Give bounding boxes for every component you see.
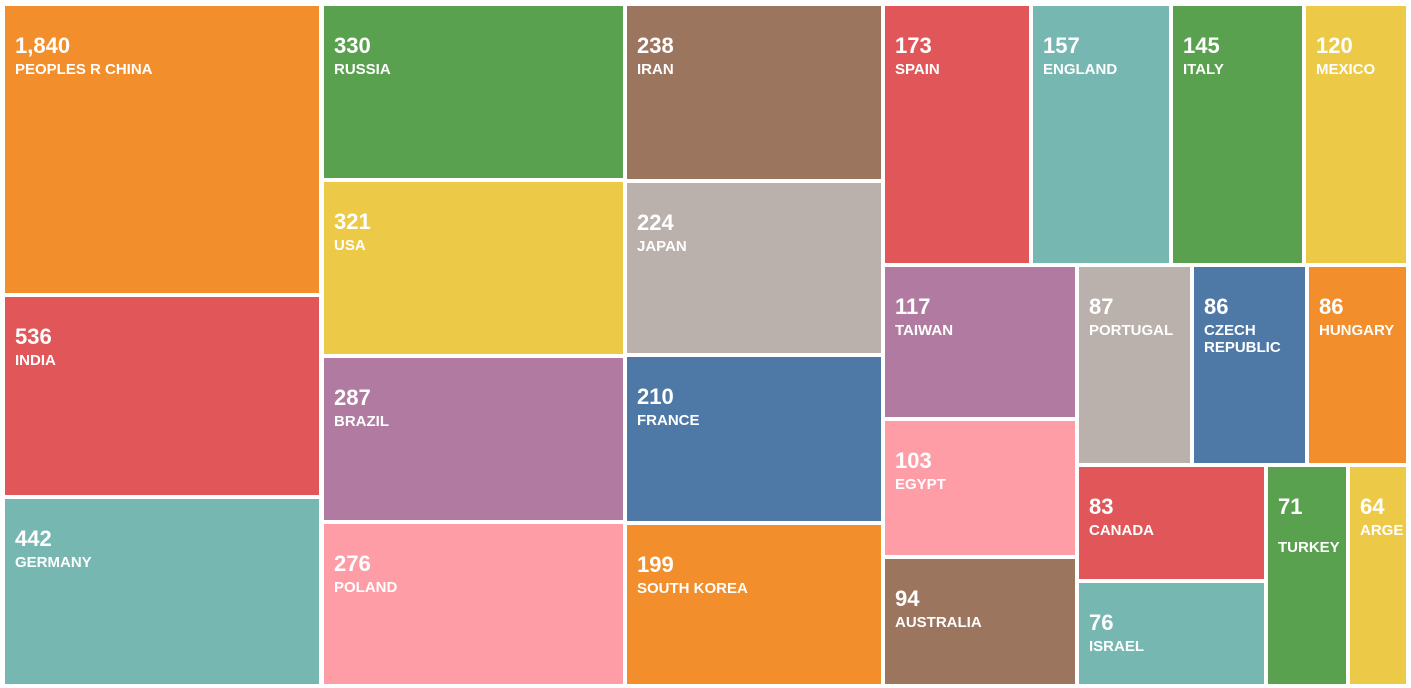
tile-label: TURKEY <box>1278 539 1340 556</box>
tile-label: AUSTRALIA <box>895 614 982 631</box>
tile-value: 224 <box>637 210 674 235</box>
tile-label: IRAN <box>637 61 674 78</box>
tile-label: PEOPLES R CHINA <box>15 61 153 78</box>
tile-label: SOUTH KOREA <box>637 580 748 597</box>
tile-label: ENGLAND <box>1043 61 1118 78</box>
tile-value: 87 <box>1089 294 1114 319</box>
tile-label: JAPAN <box>637 238 687 255</box>
tile-value: 199 <box>637 552 674 577</box>
tile-label: TAIWAN <box>895 322 954 339</box>
treemap-tile: 210 FRANCE <box>627 357 881 521</box>
tile-value: 330 <box>334 33 371 58</box>
tile-value: 120 <box>1316 33 1353 58</box>
tile-value: 94 <box>895 586 920 611</box>
tile-value: 86 <box>1204 294 1229 319</box>
tile-label: GERMANY <box>15 554 92 571</box>
tile-value: 210 <box>637 384 674 409</box>
treemap-tile: 330 RUSSIA <box>324 6 623 178</box>
tile-value: 1,840 <box>15 33 71 58</box>
tile-label: SPAIN <box>895 61 940 78</box>
treemap-tile: 86 HUNGARY <box>1309 267 1406 463</box>
tile-value: 86 <box>1319 294 1344 319</box>
tile-label: INDIA <box>15 352 56 369</box>
tile-label: CZECH REPUBLIC <box>1204 322 1281 356</box>
treemap-tile: 71 TURKEY <box>1268 467 1346 684</box>
tile-value: 145 <box>1183 33 1220 58</box>
treemap-tile: 1,840 PEOPLES R CHINA <box>5 6 319 293</box>
tile-label: USA <box>334 237 366 254</box>
tile-value: 276 <box>334 551 371 576</box>
tile-value: 103 <box>895 448 932 473</box>
tile-label: ISRAEL <box>1089 638 1145 655</box>
treemap-tile: 199 SOUTH KOREA <box>627 525 881 684</box>
treemap-tile: 536 INDIA <box>5 297 319 495</box>
treemap-tile: 287 BRAZIL <box>324 358 623 520</box>
tile-label: BRAZIL <box>334 413 389 430</box>
tile-value: 83 <box>1089 494 1114 519</box>
treemap-tile: 76 ISRAEL <box>1079 583 1264 684</box>
tile-label: PORTUGAL <box>1089 322 1174 339</box>
tile-value: 157 <box>1043 33 1080 58</box>
tile-value: 442 <box>15 526 52 551</box>
tile-label: FRANCE <box>637 412 700 429</box>
treemap-tile: 83 CANADA <box>1079 467 1264 579</box>
tile-value: 238 <box>637 33 674 58</box>
tile-label: ITALY <box>1183 61 1224 78</box>
treemap-tile: 224 JAPAN <box>627 183 881 353</box>
tile-label: POLAND <box>334 579 398 596</box>
tile-value: 76 <box>1089 610 1114 635</box>
treemap-tile: 276 POLAND <box>324 524 623 684</box>
treemap-tile: 120 MEXICO <box>1306 6 1406 263</box>
tile-value: 536 <box>15 324 52 349</box>
treemap-tile: 87 PORTUGAL <box>1079 267 1190 463</box>
tile-value: 64 <box>1360 494 1385 519</box>
tile-label: RUSSIA <box>334 61 391 78</box>
tile-value: 71 <box>1278 494 1303 519</box>
treemap-tile: 86 CZECH REPUBLIC <box>1194 267 1305 463</box>
treemap-tile: 145 ITALY <box>1173 6 1302 263</box>
treemap-tile: 103 EGYPT <box>885 421 1075 555</box>
tile-label: EGYPT <box>895 476 946 493</box>
treemap-tile: 173 SPAIN <box>885 6 1029 263</box>
treemap-tile: 321 USA <box>324 182 623 354</box>
tile-value: 287 <box>334 385 371 410</box>
tile-value: 173 <box>895 33 932 58</box>
tile-value: 321 <box>334 209 371 234</box>
treemap-tile: 442 GERMANY <box>5 499 319 684</box>
treemap-tile: 117 TAIWAN <box>885 267 1075 417</box>
tile-label: CANADA <box>1089 522 1154 539</box>
treemap-tile: 94 AUSTRALIA <box>885 559 1075 684</box>
treemap-tile: 238 IRAN <box>627 6 881 179</box>
tile-value: 117 <box>895 294 931 319</box>
treemap-tile: 64 ARGE <box>1350 467 1406 684</box>
tile-label: MEXICO <box>1316 61 1376 78</box>
tile-label: HUNGARY <box>1319 322 1395 339</box>
tile-label: ARGE <box>1360 522 1404 539</box>
treemap-tile: 157 ENGLAND <box>1033 6 1169 263</box>
